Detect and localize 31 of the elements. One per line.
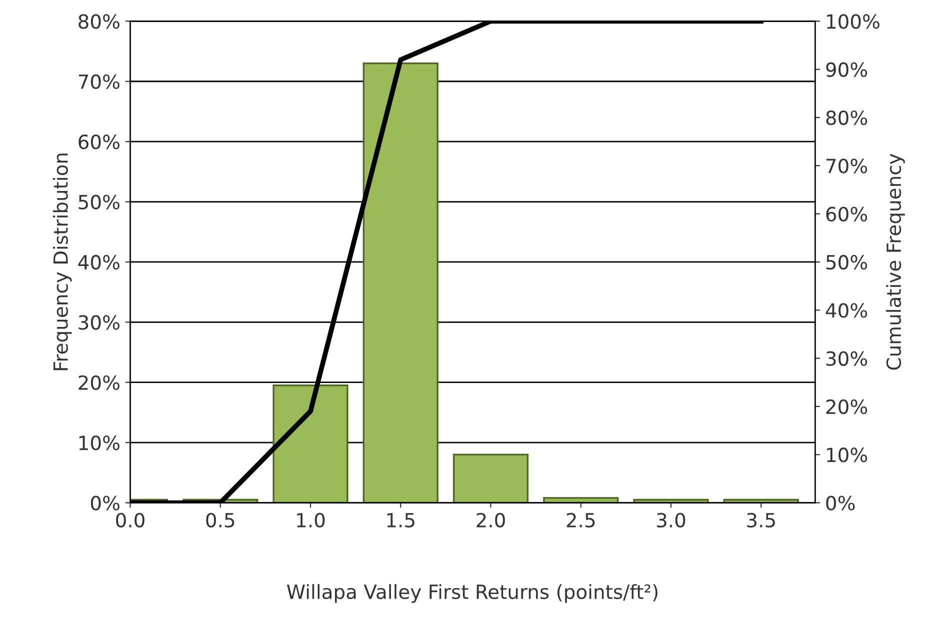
x-tick-label: 2.0 xyxy=(476,512,505,528)
y-tick-label: 10% xyxy=(79,436,120,450)
y-tick-label: 30% xyxy=(78,315,120,330)
x-tick-label: 3.0 xyxy=(657,512,686,528)
y-tick-label: 70% xyxy=(78,74,120,90)
y2-tick-label: 10% xyxy=(827,448,868,462)
y2-tick-label: 20% xyxy=(826,399,868,414)
x-tick-label: 1.5 xyxy=(387,513,414,528)
y2-tick-label: 40% xyxy=(826,303,868,318)
y-tick-label: 80% xyxy=(78,14,120,29)
x-tick-label: 1.0 xyxy=(297,512,325,528)
y-axis-title: Frequency Distribution xyxy=(52,154,72,370)
y-tick-label: 0% xyxy=(90,496,120,510)
y2-tick-label: 70% xyxy=(826,158,868,174)
x-tick-label: 0.0 xyxy=(116,512,144,528)
y2-tick-label: 80% xyxy=(826,110,868,126)
y2-tick-label: 0% xyxy=(826,496,855,510)
x-tick-label: 2.5 xyxy=(566,512,595,528)
y-tick-label: 40% xyxy=(78,254,120,270)
y2-tick-label: 90% xyxy=(826,62,868,78)
y2-tick-label: 30% xyxy=(826,351,868,366)
y-tick-label: 60% xyxy=(78,134,120,150)
y-tick-label: 20% xyxy=(78,375,120,390)
y2-tick-label: 60% xyxy=(826,206,868,222)
y-tick-label: 50% xyxy=(78,194,120,210)
x-axis-title: Willapa Valley First Returns (points/ft²) xyxy=(286,584,658,603)
x-tick-label: 0.5 xyxy=(206,512,234,528)
y2-tick-label: 50% xyxy=(826,254,868,270)
y2-tick-label: 100% xyxy=(827,14,880,29)
x-tick-label: 3.5 xyxy=(747,512,775,528)
y2-axis-title: Cumulative Frequency xyxy=(886,154,905,370)
